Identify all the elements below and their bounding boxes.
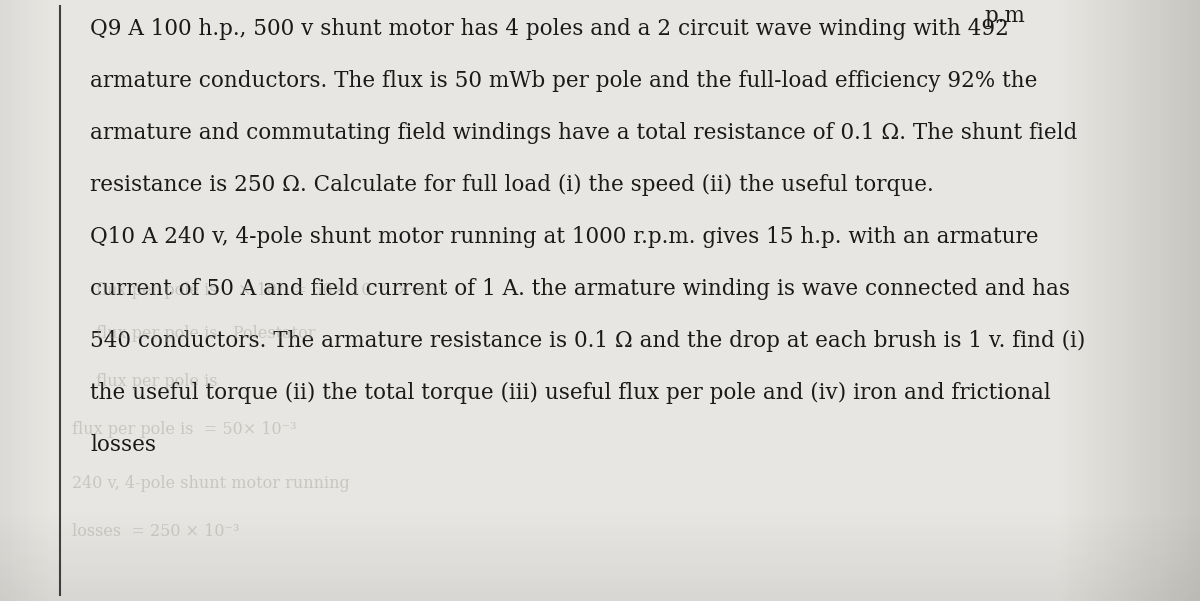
Bar — [0, 560, 1200, 565]
Bar — [0, 596, 1200, 601]
Bar — [1070, 0, 1074, 601]
Text: current of 50 A and field current of 1 A. the armature winding is wave connected: current of 50 A and field current of 1 A… — [90, 278, 1070, 300]
Bar — [0, 574, 1200, 579]
Bar — [0, 520, 1200, 524]
Bar — [0, 543, 1200, 547]
Bar — [4, 0, 7, 601]
Bar — [43, 0, 47, 601]
Bar — [23, 0, 26, 601]
Bar — [40, 0, 43, 601]
Bar — [1175, 0, 1178, 601]
Bar — [1150, 0, 1153, 601]
Bar — [1121, 0, 1124, 601]
Bar — [0, 583, 1200, 588]
Bar — [1060, 0, 1063, 601]
Bar — [20, 0, 23, 601]
Text: 240 v, 4-pole shunt motor running: 240 v, 4-pole shunt motor running — [72, 475, 349, 492]
Bar — [1063, 0, 1067, 601]
Bar — [17, 0, 20, 601]
Bar — [0, 587, 1200, 592]
Bar — [1142, 0, 1146, 601]
Bar — [26, 0, 30, 601]
Bar — [0, 534, 1200, 538]
Bar — [1157, 0, 1160, 601]
Bar — [7, 0, 10, 601]
Text: Q9 A 100 h.p., 500 v shunt motor has 4 poles and a 2 circuit wave winding with 4: Q9 A 100 h.p., 500 v shunt motor has 4 p… — [90, 18, 1009, 40]
Text: losses  = 250 × 10⁻³: losses = 250 × 10⁻³ — [72, 523, 240, 540]
Bar — [1110, 0, 1114, 601]
Bar — [1178, 0, 1182, 601]
Bar — [0, 529, 1200, 534]
Bar — [1085, 0, 1088, 601]
Bar — [1117, 0, 1121, 601]
Bar — [1160, 0, 1164, 601]
Bar — [1196, 0, 1200, 601]
Text: flux per pole is  = 50× 10⁻³: flux per pole is = 50× 10⁻³ — [72, 421, 296, 438]
Bar — [1081, 0, 1085, 601]
Bar — [13, 0, 17, 601]
Bar — [0, 552, 1200, 556]
Text: losses: losses — [90, 434, 156, 456]
Bar — [1088, 0, 1092, 601]
Bar — [1171, 0, 1175, 601]
Text: 540 conductors. The armature resistance is 0.1 Ω and the drop at each brush is 1: 540 conductors. The armature resistance … — [90, 330, 1085, 352]
Text: Q10 A 240 v, 4-pole shunt motor running at 1000 r.p.m. gives 15 h.p. with an arm: Q10 A 240 v, 4-pole shunt motor running … — [90, 226, 1038, 248]
Bar — [0, 556, 1200, 560]
Bar — [0, 547, 1200, 552]
Bar — [0, 524, 1200, 529]
Text: armature conductors. The flux is 50 mWb per pole and the full-load efficiency 92: armature conductors. The flux is 50 mWb … — [90, 70, 1037, 92]
Bar — [0, 570, 1200, 574]
Bar — [0, 578, 1200, 583]
Bar — [1106, 0, 1110, 601]
Bar — [1164, 0, 1168, 601]
Bar — [10, 0, 13, 601]
Bar — [1189, 0, 1193, 601]
Bar — [1186, 0, 1189, 601]
Bar — [1139, 0, 1142, 601]
Text: flux per pole is   Polestator: flux per pole is Polestator — [96, 325, 316, 341]
Bar — [0, 0, 4, 601]
Bar — [37, 0, 40, 601]
Text: armature and commutating field windings have a total resistance of 0.1 Ω. The sh: armature and commutating field windings … — [90, 122, 1078, 144]
Bar — [1124, 0, 1128, 601]
Bar — [0, 592, 1200, 597]
Bar — [47, 0, 50, 601]
Bar — [1096, 0, 1099, 601]
Bar — [34, 0, 37, 601]
Bar — [1168, 0, 1171, 601]
Text: p.m: p.m — [984, 5, 1025, 27]
Bar — [0, 565, 1200, 570]
Bar — [1092, 0, 1096, 601]
Bar — [1153, 0, 1157, 601]
Text: flux per pole is: flux per pole is — [96, 373, 217, 389]
Bar — [0, 538, 1200, 543]
Bar — [1078, 0, 1081, 601]
Bar — [30, 0, 34, 601]
Bar — [1114, 0, 1117, 601]
Bar — [0, 516, 1200, 520]
Bar — [1103, 0, 1106, 601]
Text: flux per pole is    × 10³  = 50× 10⁻³  × A55: flux per pole is × 10³ = 50× 10⁻³ × A55 — [96, 282, 448, 299]
Bar — [1135, 0, 1139, 601]
Bar — [1146, 0, 1150, 601]
Bar — [1193, 0, 1196, 601]
Bar — [1074, 0, 1078, 601]
Text: resistance is 250 Ω. Calculate for full load (i) the speed (ii) the useful torqu: resistance is 250 Ω. Calculate for full … — [90, 174, 934, 196]
Text: the useful torque (ii) the total torque (iii) useful flux per pole and (iv) iron: the useful torque (ii) the total torque … — [90, 382, 1051, 404]
Bar — [1056, 0, 1060, 601]
Bar — [1132, 0, 1135, 601]
Bar — [1099, 0, 1103, 601]
Bar — [1128, 0, 1132, 601]
Bar — [1067, 0, 1070, 601]
Bar — [1182, 0, 1186, 601]
